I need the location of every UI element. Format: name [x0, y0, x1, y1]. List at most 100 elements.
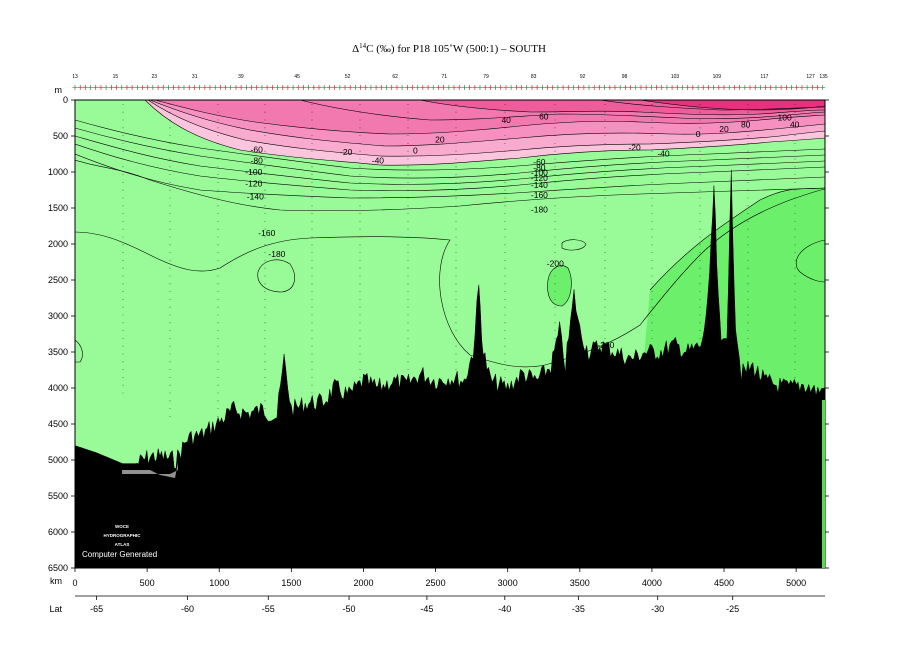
- contour-label: 0: [696, 129, 701, 139]
- station-cross: +: [715, 83, 722, 92]
- station-cross: +: [762, 83, 769, 92]
- seafloor-gap-patch: [122, 462, 178, 478]
- station-cross: +: [394, 83, 401, 92]
- station-cross: +: [445, 83, 452, 92]
- contour-80: [599, 100, 825, 111]
- station-cross: +: [342, 83, 349, 92]
- station-cross: +: [399, 83, 406, 92]
- station-cross: +: [217, 83, 224, 92]
- station-label: 23: [152, 74, 158, 80]
- x-tick-label: 2000: [353, 578, 373, 588]
- seafloor: [75, 169, 825, 568]
- station-cross: +: [767, 83, 774, 92]
- station-cross: +: [98, 83, 105, 92]
- station-cross: +: [248, 83, 255, 92]
- station-cross: +: [186, 83, 193, 92]
- station-cross: +: [591, 83, 598, 92]
- station-cross: +: [544, 83, 551, 92]
- station-cross: +: [326, 83, 333, 92]
- contour-minus200-small: [547, 265, 572, 307]
- station-cross: +: [155, 83, 162, 92]
- y-tick-label: 4500: [48, 419, 68, 429]
- station-cross: +: [565, 83, 572, 92]
- station-cross: +: [82, 83, 89, 92]
- station-cross: +: [669, 83, 676, 92]
- station-cross: +: [352, 83, 359, 92]
- station-cross: +: [227, 83, 234, 92]
- y-tick-label: 4000: [48, 383, 68, 393]
- station-cross: +: [113, 83, 120, 92]
- contour-label: -80: [533, 163, 546, 173]
- station-cross: +: [648, 83, 655, 92]
- lat-tick-label: -30: [651, 604, 664, 614]
- contour-minus160: [75, 159, 825, 212]
- station-cross: +: [575, 83, 582, 92]
- station-cross: +: [710, 83, 717, 92]
- contour-lines: [75, 100, 825, 368]
- station-cross: +: [555, 83, 562, 92]
- title-prefix: Δ: [352, 43, 359, 55]
- contour-label: 20: [435, 135, 445, 145]
- station-label: 135: [819, 74, 828, 80]
- station-cross: +: [368, 83, 375, 92]
- station-cross: +: [518, 83, 525, 92]
- station-cross: +: [181, 83, 188, 92]
- contour-20: [154, 100, 825, 135]
- station-cross: +: [285, 83, 292, 92]
- x-tick-label: 4000: [642, 578, 662, 588]
- contour-minus40: [144, 100, 825, 166]
- x-axis: 0 500 1000 1500 2000 2500 3000 3500 4000 4500 5000: [72, 568, 825, 597]
- station-cross: +: [253, 83, 260, 92]
- contour-label: -100: [245, 167, 262, 177]
- x-tick-label: 4500: [714, 578, 734, 588]
- field-above-100: [640, 100, 825, 110]
- contour-label: -40: [372, 156, 385, 166]
- watermark-line-1: WOCE: [115, 524, 129, 529]
- station-cross: +: [243, 83, 250, 92]
- station-cross: +: [664, 83, 671, 92]
- lat-tick-label: -25: [726, 604, 739, 614]
- station-cross: +: [793, 83, 800, 92]
- station-cross: +: [129, 83, 136, 92]
- contour-label: -200: [547, 258, 564, 268]
- x-tick-label: 3500: [570, 578, 590, 588]
- station-label: 117: [760, 74, 768, 80]
- station-cross: +: [612, 83, 619, 92]
- station-cross: +: [804, 83, 811, 92]
- station-cross: +: [731, 83, 738, 92]
- station-label: 31: [192, 74, 198, 80]
- station-cross: +: [674, 83, 681, 92]
- contour-label: -20: [628, 143, 641, 153]
- station-cross: +: [690, 83, 697, 92]
- y-tick-label: 5500: [48, 491, 68, 501]
- station-cross: +: [819, 83, 826, 92]
- station-cross: +: [778, 83, 785, 92]
- station-cross: +: [165, 83, 172, 92]
- contour-minus200-east: [649, 187, 825, 291]
- station-cross: +: [721, 83, 728, 92]
- station-cross: +: [383, 83, 390, 92]
- station-cross: +: [336, 83, 343, 92]
- station-cross: +: [300, 83, 307, 92]
- station-cross: +: [747, 83, 754, 92]
- station-label: 39: [238, 74, 244, 80]
- y-tick-label: 2500: [48, 275, 68, 285]
- station-cross: +: [103, 83, 110, 92]
- station-cross: +: [482, 83, 489, 92]
- contour-minus180-north: [544, 188, 825, 366]
- station-cross: +: [316, 83, 323, 92]
- contour-label: -180: [268, 249, 285, 259]
- y-tick-label: 3000: [48, 311, 68, 321]
- station-cross: +: [264, 83, 271, 92]
- station-cross: +: [622, 83, 629, 92]
- watermark-line-3: ATLAS: [115, 542, 130, 547]
- contour-minus60: [75, 119, 825, 171]
- station-cross: +: [513, 83, 520, 92]
- contour-label: -80: [251, 156, 264, 166]
- contour-label: -20: [340, 147, 353, 157]
- station-cross: +: [617, 83, 624, 92]
- station-cross: +: [378, 83, 385, 92]
- station-cross: +: [414, 83, 421, 92]
- contour-minus140: [75, 153, 825, 199]
